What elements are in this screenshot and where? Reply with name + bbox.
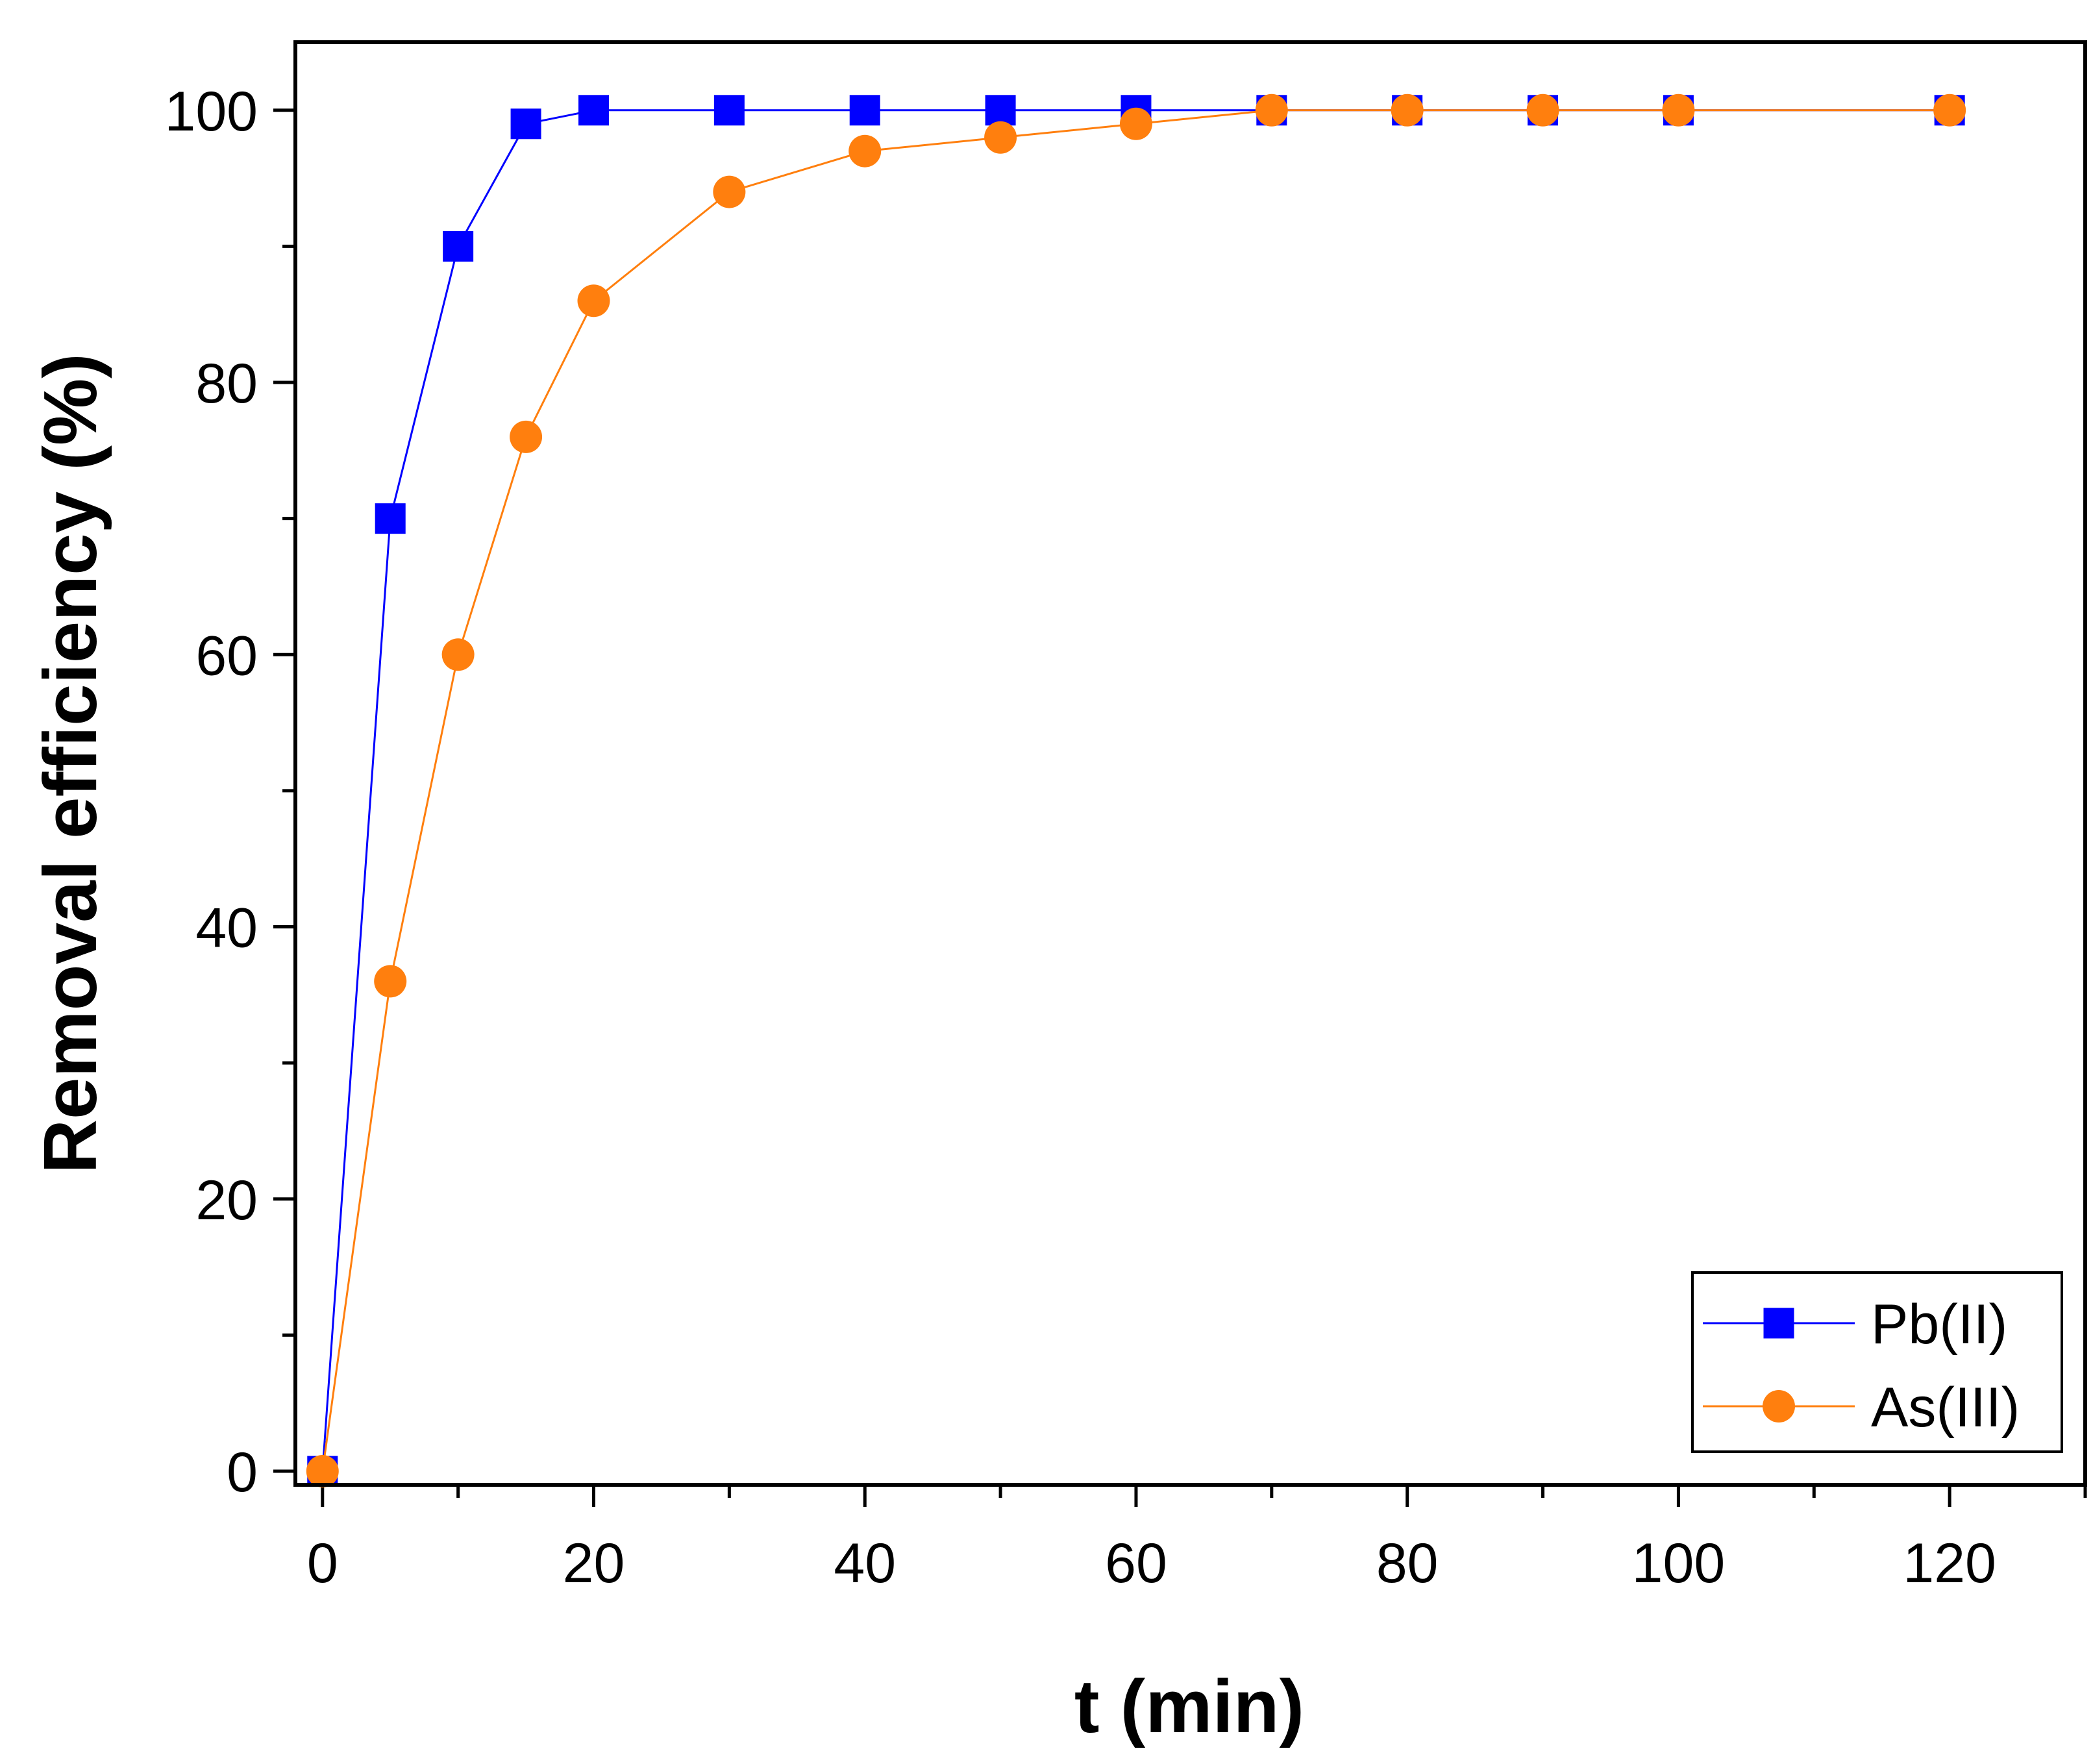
x-axis-title: t (min) [1074, 1664, 1304, 1748]
ticks-layer: 0 20 40 60 80 100 120 0 20 40 60 80 100 [165, 81, 2087, 1595]
x-tick-label: 60 [1105, 1532, 1167, 1595]
data-point [1255, 93, 1288, 127]
data-point [713, 175, 746, 208]
data-point [374, 965, 407, 998]
data-point [713, 95, 745, 126]
data-point [578, 95, 609, 126]
data-point [1526, 93, 1559, 127]
y-tick-label: 0 [227, 1441, 258, 1504]
data-point [577, 284, 610, 317]
series-line [321, 109, 1950, 1472]
data-point [1119, 107, 1152, 140]
x-tick-label: 100 [1632, 1532, 1726, 1595]
data-point [848, 134, 882, 168]
y-tick-label: 20 [195, 1169, 258, 1232]
data-point [985, 95, 1016, 126]
series-layer [306, 93, 1966, 1488]
x-tick-label: 120 [1903, 1532, 1996, 1595]
legend-label: Pb(II) [1871, 1293, 2007, 1356]
series-as-iii [306, 93, 1966, 1488]
data-point [510, 420, 543, 453]
y-tick-label: 40 [195, 897, 258, 960]
legend: Pb(II) As(III) [1691, 1271, 2063, 1453]
y-tick-label: 80 [195, 353, 258, 415]
data-point [849, 95, 880, 126]
legend-item: Pb(II) [1703, 1293, 2007, 1356]
data-point [510, 108, 541, 140]
data-point [375, 503, 406, 534]
x-tick-label: 80 [1376, 1532, 1439, 1595]
x-tick-label: 20 [563, 1532, 625, 1595]
legend-box [1691, 1271, 2063, 1453]
data-point [306, 1455, 339, 1488]
series-line [321, 109, 1950, 1472]
data-point [1391, 93, 1424, 127]
data-point [443, 230, 474, 262]
legend-marker [1763, 1390, 1795, 1422]
y-tick-label: 100 [165, 81, 258, 143]
legend-item: As(III) [1703, 1376, 2020, 1439]
data-point [984, 121, 1017, 154]
y-tick-label: 60 [195, 625, 258, 687]
legend-label: As(III) [1871, 1376, 2020, 1439]
data-point [1662, 93, 1695, 127]
data-point [441, 638, 475, 671]
legend-items: Pb(II) As(III) [1703, 1293, 2020, 1439]
x-tick-label: 40 [834, 1532, 896, 1595]
data-point [1933, 93, 1966, 127]
legend-marker [1763, 1308, 1794, 1339]
x-tick-label: 0 [307, 1532, 338, 1595]
y-axis-title: Removal efficiency (%) [28, 353, 112, 1174]
plot-frame [293, 40, 2087, 1487]
